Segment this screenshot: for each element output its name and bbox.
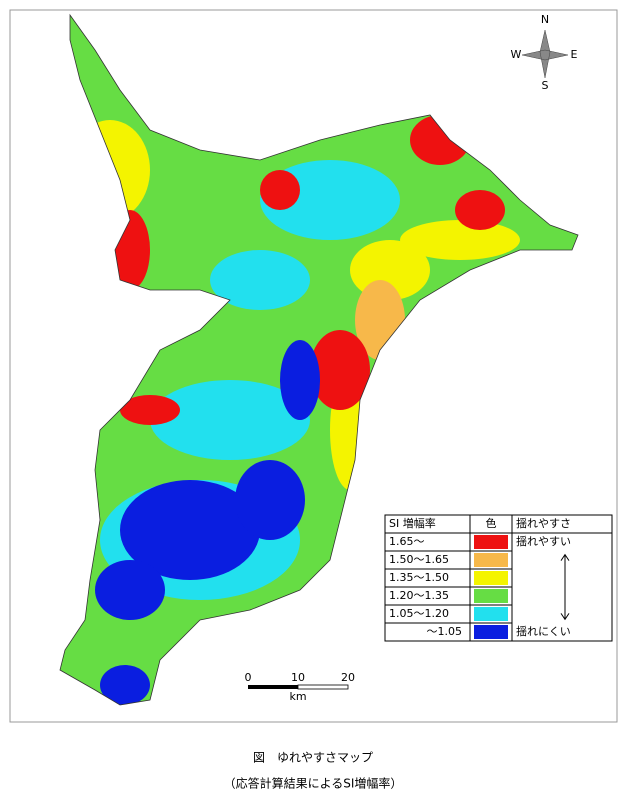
compass-e: E: [571, 48, 578, 61]
scale-tick: 10: [291, 671, 305, 684]
legend-swatch: [474, 553, 508, 567]
legend-swatch: [474, 625, 508, 639]
legend-label: 1.20～1.35: [389, 589, 449, 602]
legend-swatch: [474, 535, 508, 549]
map-outline: [59, 13, 579, 706]
legend-arrowheads: [560, 553, 570, 621]
legend-swatch: [474, 607, 508, 621]
legend-header: SI 増幅率: [389, 516, 436, 530]
map-frame: [9, 9, 618, 723]
compass: N E S W: [511, 13, 578, 92]
legend-swatch: [474, 589, 508, 603]
caption-title: 図 ゆれやすさマップ: [253, 751, 373, 765]
compass-w: W: [511, 48, 522, 61]
compass-n: N: [541, 13, 549, 26]
compass-s: S: [542, 79, 549, 92]
caption-subtitle: （応答計算結果によるSI増幅率）: [224, 776, 403, 791]
legend-low: 揺れにくい: [516, 625, 571, 638]
scale-unit: km: [289, 690, 306, 703]
legend-label: 1.35～1.50: [389, 571, 449, 584]
legend-header: 色: [486, 516, 497, 530]
legend-high: 揺れやすい: [516, 535, 571, 548]
legend-label: ～1.05: [427, 625, 463, 638]
scale-tick: 20: [341, 671, 355, 684]
legend-label: 1.65～: [389, 535, 425, 548]
legend-swatch: [474, 571, 508, 585]
legend-header: 揺れやすさ: [516, 517, 571, 530]
legend: SI 増幅率 色 揺れやすさ 1.65～ 1.50～1.65 1.35～1.50 1.20～…: [384, 514, 613, 642]
legend-label: 1.50～1.65: [389, 553, 449, 566]
scale-tick: 0: [245, 671, 252, 684]
scale-bar: 0 10 20 km: [245, 671, 356, 703]
legend-label: 1.05～1.20: [389, 607, 449, 620]
